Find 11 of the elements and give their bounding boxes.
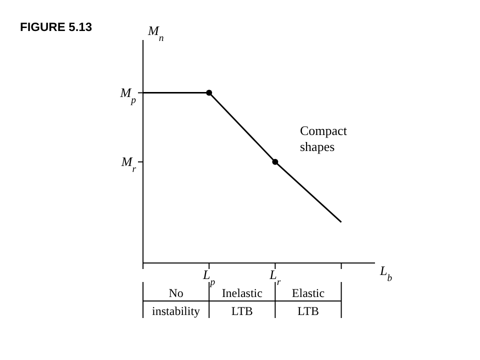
text: No instability xyxy=(152,286,200,318)
text: M$_{r}$ xyxy=(120,154,136,174)
x-axis-title: L$_{b}$ xyxy=(379,263,392,284)
text: M$_{p}$ xyxy=(119,84,136,106)
x-tick-label: L$_{r}$ xyxy=(268,267,281,288)
x-tick-label: L$_{p}$ xyxy=(202,267,216,288)
y-axis-title: M$_{n}$ xyxy=(147,23,164,44)
text: Elastic LTB xyxy=(292,286,325,318)
chart-title: FIGURE 5.13 xyxy=(20,20,92,34)
text: Inelastic LTB xyxy=(222,286,262,318)
annotation: Compact shapes xyxy=(300,123,348,154)
